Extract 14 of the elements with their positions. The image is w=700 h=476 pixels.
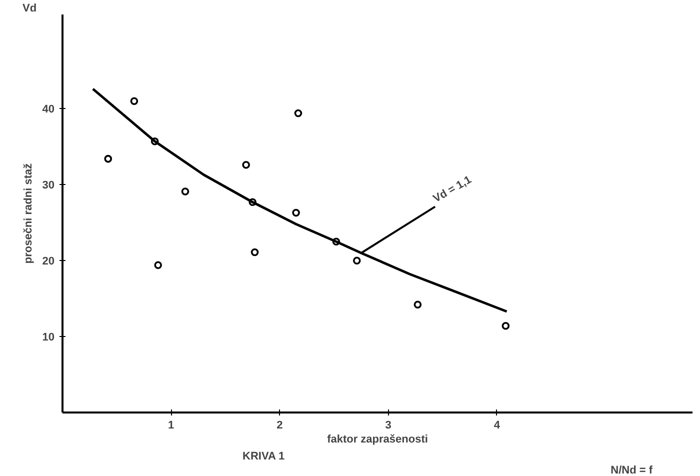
text: KRIVA 1: [242, 450, 285, 462]
text: N/Nd = f: [610, 464, 653, 476]
x-tick-label: 1: [168, 420, 174, 432]
x-axis-title: faktor zaprašenosti: [327, 434, 428, 446]
y-tick-label: 40: [42, 104, 55, 116]
text: Vd: [22, 2, 37, 14]
x-tick-label: 3: [385, 420, 392, 432]
x-tick-label: 2: [276, 420, 283, 432]
y-tick-label: 30: [42, 180, 55, 192]
y-tick-label: 20: [42, 256, 55, 268]
x-tick-label: 4: [494, 420, 501, 432]
annotation: Vd = 1,1: [431, 174, 474, 206]
y-tick-label: 10: [42, 332, 55, 344]
y-axis-title: prosečni radni staž: [22, 162, 34, 264]
